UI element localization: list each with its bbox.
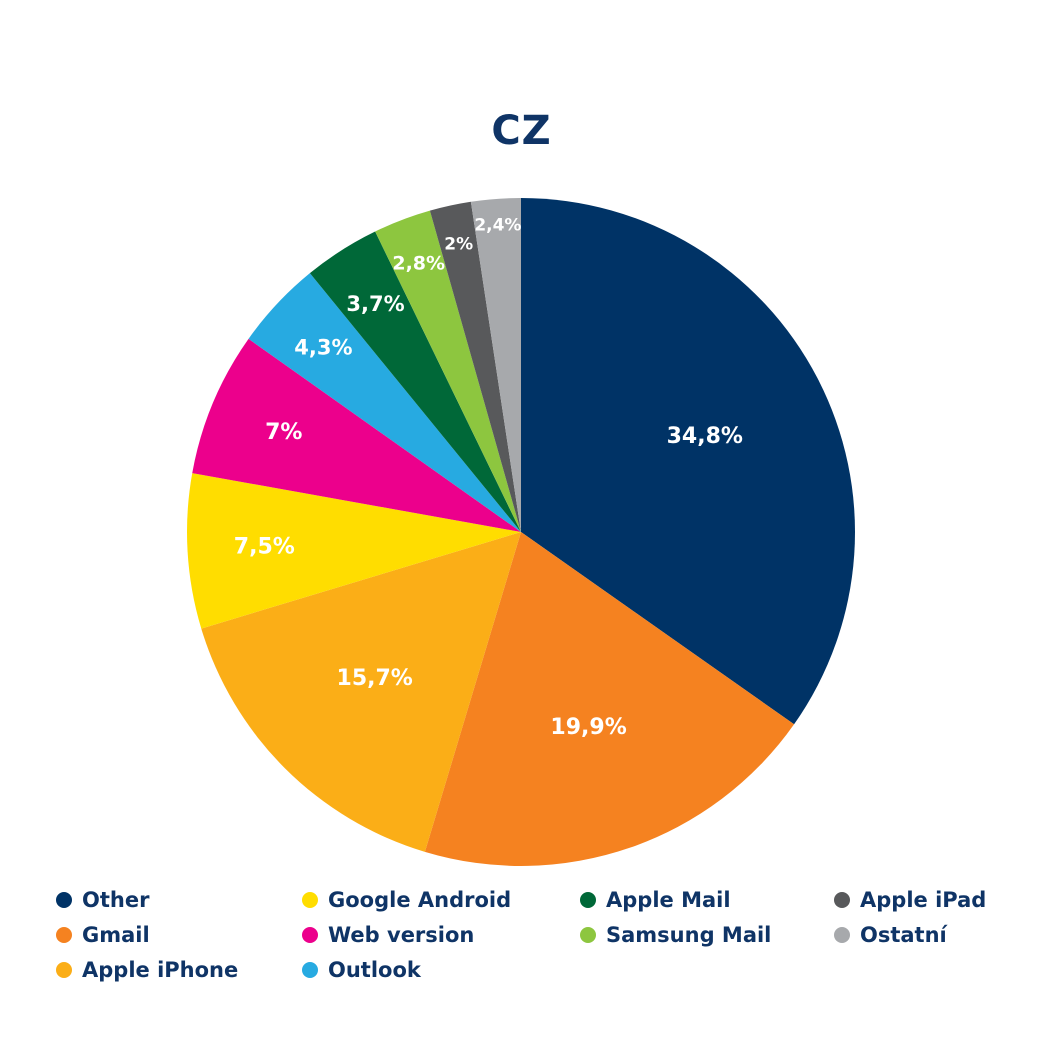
pie-slice-outlook xyxy=(248,273,521,532)
legend-swatch xyxy=(302,962,318,978)
legend-label: Outlook xyxy=(328,958,421,982)
pie-slice-apple-iphone xyxy=(201,532,521,852)
pie-slice-gmail xyxy=(424,532,795,866)
legend-label: Apple iPhone xyxy=(82,958,239,982)
pie-slice-web-version xyxy=(192,338,522,532)
legend-item: Samsung Mail xyxy=(580,923,771,947)
chart-title: CZ xyxy=(491,108,552,154)
pie-slice-other xyxy=(521,198,855,725)
pie-slice-label: 15,7% xyxy=(337,666,413,691)
legend-label: Gmail xyxy=(82,923,150,947)
legend-swatch xyxy=(302,892,318,908)
pie-slice-label: 19,9% xyxy=(550,715,626,740)
legend-swatch xyxy=(302,927,318,943)
pie-slice-ostatn xyxy=(470,198,521,532)
legend-swatch xyxy=(56,962,72,978)
pie-slice-google-android xyxy=(187,473,521,629)
legend-label: Apple iPad xyxy=(860,888,987,912)
legend-swatch xyxy=(56,927,72,943)
legend-swatch xyxy=(580,927,596,943)
pie-slice-samsung-mail xyxy=(375,210,521,532)
pie-slice-label: 34,8% xyxy=(667,424,743,449)
legend-label: Other xyxy=(82,888,150,912)
legend-swatch xyxy=(834,927,850,943)
legend-label: Samsung Mail xyxy=(606,923,772,947)
legend-label: Web version xyxy=(328,923,475,947)
legend-item: Other xyxy=(56,888,149,912)
legend-item: Apple iPad xyxy=(834,888,986,912)
legend-item: Web version xyxy=(302,923,474,947)
pie-slice-apple-ipad xyxy=(429,201,521,532)
legend-item: Gmail xyxy=(56,923,150,947)
pie-slice-label: 2% xyxy=(444,235,473,255)
legend-item: Google Android xyxy=(302,888,511,912)
pie-slice-label: 7% xyxy=(265,420,302,445)
pie-slice-label: 4,3% xyxy=(294,335,352,359)
legend-label: Google Android xyxy=(328,888,512,912)
legend-item: Ostatní xyxy=(834,923,947,947)
pie-slice-label: 7,5% xyxy=(234,534,295,559)
pie-slice-apple-mail xyxy=(309,231,521,532)
legend-item: Apple iPhone xyxy=(56,958,238,982)
pie-slice-label: 2,4% xyxy=(474,216,521,236)
pie-slice-label: 3,7% xyxy=(346,292,404,316)
legend-label: Ostatní xyxy=(860,923,947,947)
legend-label: Apple Mail xyxy=(606,888,731,912)
legend-swatch xyxy=(580,892,596,908)
legend-swatch xyxy=(834,892,850,908)
legend-item: Outlook xyxy=(302,958,421,982)
legend-swatch xyxy=(56,892,72,908)
legend-item: Apple Mail xyxy=(580,888,731,912)
pie-slice-label: 2,8% xyxy=(392,253,445,275)
